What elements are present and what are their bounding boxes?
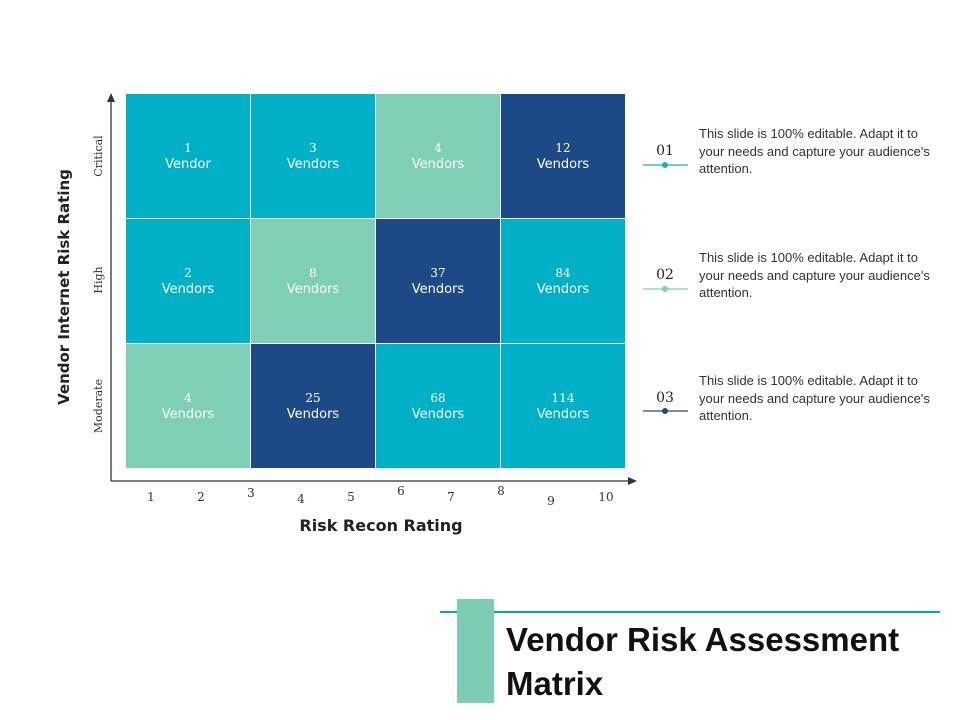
note-dot-01-icon (662, 162, 668, 168)
note-text-01: This slide is 100% editable. Adapt it to… (699, 126, 930, 176)
cell-label: Vendors (286, 281, 340, 297)
matrix-cell: 3 Vendors (251, 94, 375, 218)
x-tick-label: 2 (197, 490, 205, 504)
x-tick-label: 3 (247, 486, 255, 500)
matrix-cell: 84 Vendors (501, 219, 625, 343)
cell-count: 4 (434, 140, 442, 155)
note-dot-02-icon (662, 286, 668, 292)
footer-accent-block (457, 599, 494, 703)
matrix-cell: 1 Vendor (126, 94, 250, 218)
cell-count: 4 (184, 390, 192, 405)
cell-count: 12 (555, 140, 571, 155)
cell-count: 8 (309, 265, 317, 280)
cell-label: Vendors (536, 156, 590, 172)
cell-label: Vendors (286, 156, 340, 172)
note-number-01: 01 (656, 143, 674, 159)
cell-label: Vendors (161, 406, 215, 422)
cell-count: 37 (430, 265, 446, 280)
cell-label: Vendors (411, 156, 465, 172)
footer-divider (440, 611, 940, 613)
note-text-02: This slide is 100% editable. Adapt it to… (699, 250, 930, 300)
risk-matrix: 1 Vendor 3 Vendors 4 Vendors 12 Vendors 2 Vendors… (126, 94, 626, 468)
cell-label: Vendors (286, 406, 340, 422)
x-tick-label: 7 (447, 490, 455, 504)
note-number-02: 02 (656, 267, 674, 283)
cell-count: 114 (551, 390, 575, 405)
note-text-03: This slide is 100% editable. Adapt it to… (699, 373, 930, 423)
x-tick-label: 5 (347, 490, 355, 504)
matrix-cell: 114 Vendors (501, 344, 625, 468)
matrix-cell: 4 Vendors (376, 94, 500, 218)
cell-count: 3 (309, 140, 317, 155)
cell-label: Vendors (411, 406, 465, 422)
matrix-cell: 37 Vendors (376, 219, 500, 343)
cell-label: Vendors (161, 281, 215, 297)
cell-count: 84 (555, 265, 571, 280)
x-tick-label: 1 (147, 490, 155, 504)
cell-label: Vendors (536, 406, 590, 422)
matrix-cell: 68 Vendors (376, 344, 500, 468)
x-tick-label: 8 (497, 484, 505, 498)
x-tick-label: 6 (397, 484, 405, 498)
cell-count: 25 (305, 390, 321, 405)
cell-label: Vendors (411, 281, 465, 297)
note-dot-03-icon (662, 408, 668, 414)
cell-count: 1 (184, 140, 192, 155)
cell-label: Vendor (165, 156, 211, 172)
cell-label: Vendors (536, 281, 590, 297)
y-axis-arrow-icon (107, 93, 115, 102)
x-axis-title: Risk Recon Rating (299, 516, 463, 535)
page-title: Vendor Risk Assessment Matrix (506, 621, 900, 702)
matrix-cell: 25 Vendors (251, 344, 375, 468)
x-axis-arrow-icon (628, 477, 637, 485)
cell-count: 2 (184, 265, 192, 280)
x-tick-label: 10 (598, 490, 614, 504)
x-tick-label: 4 (297, 492, 305, 506)
matrix-cell: 8 Vendors (251, 219, 375, 343)
cell-count: 68 (430, 390, 446, 405)
note-number-03: 03 (656, 390, 674, 406)
matrix-cell: 4 Vendors (126, 344, 250, 468)
matrix-cell: 2 Vendors (126, 219, 250, 343)
matrix-cell: 12 Vendors (501, 94, 625, 218)
x-tick-label: 9 (547, 494, 555, 508)
